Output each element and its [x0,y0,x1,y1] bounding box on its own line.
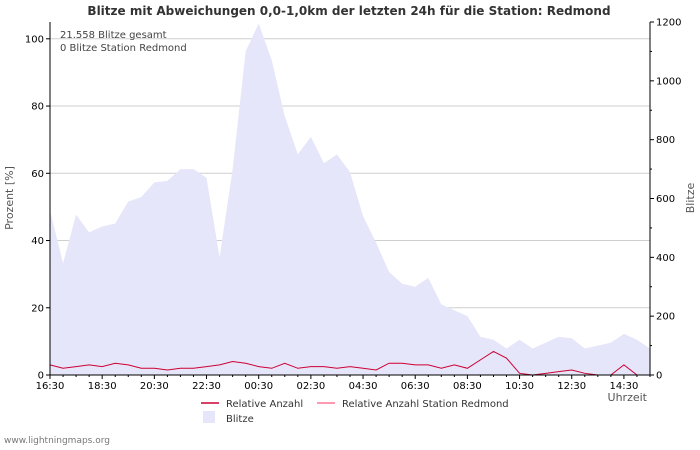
right-tick-label-4: 800 [656,135,675,146]
right-tick-label-1: 200 [656,312,675,323]
x-axis-ticks: 16:30 18:30 20:30 22:30 00:30 02:30 04:30 06:30… [36,375,651,392]
x-tick-label-3: 22:30 [192,381,221,392]
x-tick-label-4: 00:30 [244,381,273,392]
left-tick-label-0: 0 [38,371,44,382]
x-tick-label-1: 18:30 [88,381,117,392]
x-tick-label-9: 10:30 [505,381,534,392]
legend-label-relative-anzahl-station: Relative Anzahl Station Redmond [342,399,509,410]
right-tick-label-2: 400 [656,253,675,264]
x-tick-label-0: 16:30 [36,381,65,392]
annotation-total: 21.558 Blitze gesamt [60,30,167,41]
x-tick-label-2: 20:30 [140,381,169,392]
area-layer [50,23,650,375]
left-tick-label-4: 80 [31,102,44,113]
left-tick-label-1: 20 [31,303,44,314]
left-axis-ticks: 0 20 40 60 80 100 [25,34,50,382]
left-tick-label-2: 40 [31,236,44,247]
footer-credit: www.lightningmaps.org [4,436,110,446]
line-relative-anzahl [49,350,650,376]
chart-title: Blitze mit Abweichungen 0,0-1,0km der le… [87,4,610,18]
left-tick-label-5: 100 [25,34,44,45]
right-tick-label-3: 600 [656,194,675,205]
x-tick-label-5: 02:30 [296,381,325,392]
y-axis-label-right: Blitze [684,183,697,214]
annotation-station: 0 Blitze Station Redmond [60,43,187,54]
x-tick-label-7: 06:30 [401,381,430,392]
x-tick-label-8: 08:30 [453,381,482,392]
right-tick-label-6: 1200 [656,18,681,29]
right-axis-ticks: 0 200 400 600 800 1000 1200 [650,18,681,382]
area-blitze [50,23,650,375]
right-tick-label-0: 0 [656,371,662,382]
legend-label-blitze: Blitze [226,414,254,425]
legend-swatch-blitze [203,411,215,423]
y-axis-label-left: Prozent [%] [3,166,16,230]
legend-label-relative-anzahl: Relative Anzahl [226,399,303,410]
x-tick-label-6: 04:30 [349,381,378,392]
x-axis-label: Uhrzeit [608,391,648,404]
legend: Relative Anzahl Relative Anzahl Station … [201,399,509,425]
x-tick-label-11: 14:30 [609,381,638,392]
x-tick-label-10: 12:30 [557,381,586,392]
right-tick-label-5: 1000 [656,76,681,87]
left-tick-label-3: 60 [31,169,44,180]
